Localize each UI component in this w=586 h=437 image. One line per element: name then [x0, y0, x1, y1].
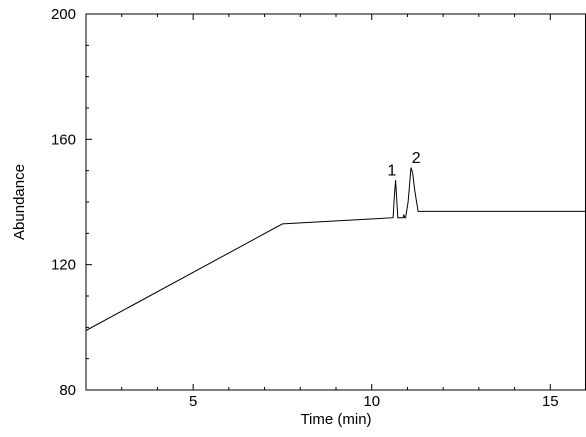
- x-axis-title: Time (min): [300, 411, 371, 428]
- y-tick-label: 160: [51, 131, 76, 148]
- peak-label: 1: [387, 162, 396, 179]
- x-tick-label: 5: [189, 393, 197, 410]
- peak-annotations: 12: [387, 150, 420, 180]
- series-line: [85, 167, 586, 331]
- x-tick-label: 15: [542, 393, 559, 410]
- y-axis-title: Abundance: [11, 164, 28, 240]
- tick-labels: 5 10 15 80 120 160 200: [51, 6, 559, 410]
- peak-label: 2: [412, 150, 421, 167]
- x-tick-label: 10: [363, 393, 380, 410]
- y-tick-label: 80: [59, 382, 76, 399]
- axis-ticks: [85, 13, 586, 391]
- y-tick-label: 120: [51, 257, 76, 274]
- plot-frame: [85, 13, 586, 391]
- y-tick-label: 200: [51, 6, 76, 23]
